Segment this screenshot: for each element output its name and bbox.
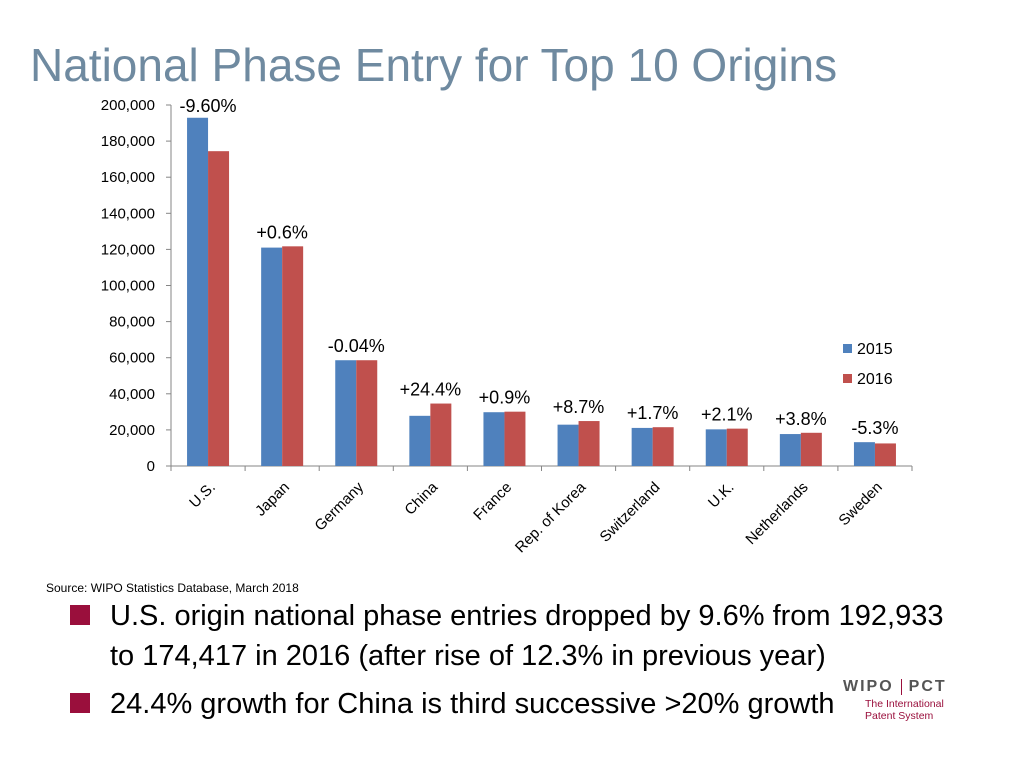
bar-2015 <box>705 429 727 466</box>
bar-2015 <box>187 117 209 467</box>
logo-wipo-text: WIPO <box>843 678 894 695</box>
bar-chart: 0 20,000 40,000 60,000 80,000 100,000 120,000 1… <box>101 96 913 556</box>
logo-tagline-2: Patent System <box>865 710 934 722</box>
growth-annotation: -0.04% <box>328 336 385 356</box>
y-tick-label: 0 <box>147 458 155 475</box>
bar-2015 <box>631 427 653 466</box>
bullet-text: U.S. origin national phase entries dropp… <box>110 600 944 672</box>
legend-swatch-2015 <box>843 344 852 353</box>
x-category-label: U.K. <box>705 479 738 512</box>
bar-2016 <box>652 427 674 466</box>
bullet-text: 24.4% growth for China is third successi… <box>110 688 835 720</box>
bullet-square-icon <box>70 693 90 713</box>
y-tick-label: 100,000 <box>101 278 155 295</box>
bar-2015 <box>409 415 431 466</box>
bullet-item: 24.4% growth for China is third successi… <box>70 684 970 724</box>
growth-annotation: +8.7% <box>553 397 605 417</box>
bullet-list: U.S. origin national phase entries dropp… <box>70 596 970 724</box>
y-tick-label: 200,000 <box>101 97 155 114</box>
x-category-label: Germany <box>311 478 367 534</box>
growth-annotation: +1.7% <box>627 403 679 423</box>
bar-2015 <box>335 360 357 466</box>
y-tick-label: 120,000 <box>101 241 155 258</box>
x-category-label: Japan <box>252 479 293 520</box>
growth-annotation: +0.6% <box>256 222 308 242</box>
y-tick-label: 140,000 <box>101 205 155 222</box>
bar-2016 <box>282 246 304 466</box>
bar-2015 <box>483 412 505 466</box>
legend-label: 2016 <box>857 371 893 388</box>
y-tick-label: 160,000 <box>101 169 155 186</box>
growth-annotation: -9.60% <box>180 96 237 116</box>
y-tick-label: 40,000 <box>109 386 155 403</box>
bullet-square-icon <box>70 605 90 625</box>
y-tick-label: 80,000 <box>109 314 155 331</box>
legend-swatch-2016 <box>843 374 852 383</box>
growth-annotation: -5.3% <box>851 418 898 438</box>
bar-2016 <box>578 421 600 466</box>
logo-pct-text: PCT <box>908 678 947 695</box>
y-tick-label: 20,000 <box>109 422 155 439</box>
logo-tagline-1: The International <box>865 698 944 710</box>
growth-annotation: +24.4% <box>400 380 462 400</box>
bar-2015 <box>557 424 579 466</box>
growth-annotation: +0.9% <box>479 388 531 408</box>
bar-2016 <box>874 443 896 466</box>
bullet-item: U.S. origin national phase entries dropp… <box>70 596 970 676</box>
bar-2016 <box>504 411 526 466</box>
wipo-pct-logo: WIPO PCT The International Patent System <box>843 678 947 722</box>
logo-divider <box>900 679 902 695</box>
bar-2016 <box>430 403 452 466</box>
y-tick-label: 60,000 <box>109 350 155 367</box>
x-category-label: France <box>470 479 515 524</box>
y-tick-label: 180,000 <box>101 133 155 150</box>
bar-2016 <box>208 151 230 467</box>
x-category-label: Netherlands <box>742 479 811 548</box>
x-category-label: Switzerland <box>597 479 664 546</box>
slide-title: National Phase Entry for Top 10 Origins <box>30 39 838 91</box>
bar-2015 <box>853 442 875 466</box>
source-note: Source: WIPO Statistics Database, March … <box>46 581 299 595</box>
bar-2016 <box>356 360 378 466</box>
bar-2016 <box>800 432 822 466</box>
growth-annotation: +3.8% <box>775 409 827 429</box>
bar-2015 <box>779 434 801 466</box>
bar-2016 <box>726 428 748 466</box>
legend-label: 2015 <box>857 341 893 358</box>
growth-annotation: +2.1% <box>701 405 753 425</box>
bar-2015 <box>261 247 283 466</box>
x-category-label: Rep. of Korea <box>512 478 590 556</box>
x-category-label: Sweden <box>835 479 885 529</box>
x-category-label: China <box>401 478 441 518</box>
x-category-label: U.S. <box>186 479 219 512</box>
